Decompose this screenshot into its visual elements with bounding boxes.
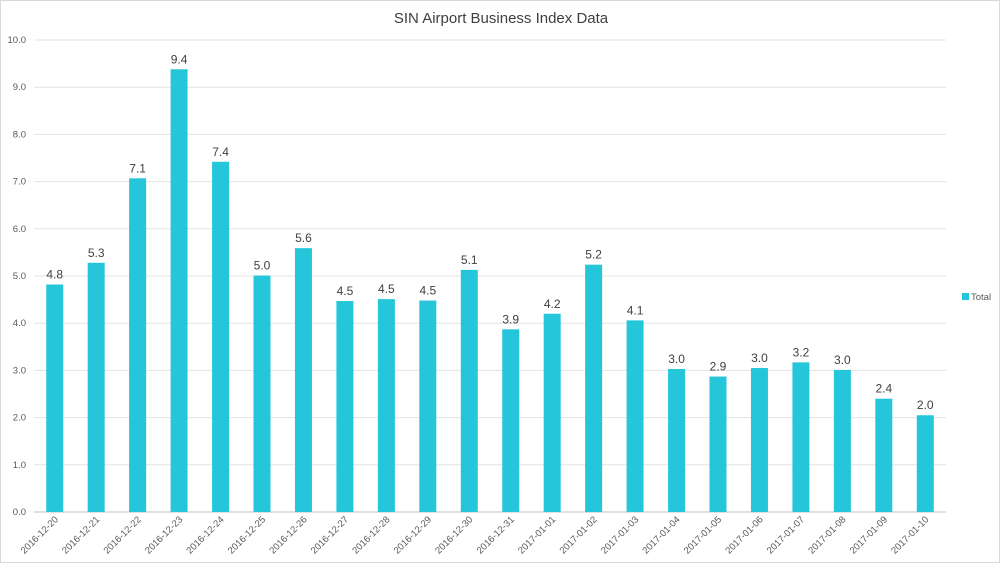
data-label-2017-01-05: 2.9 [710, 360, 727, 374]
data-label-2017-01-02: 5.2 [585, 248, 602, 262]
bar-2017-01-09 [875, 398, 893, 512]
bar-2017-01-02 [585, 264, 603, 512]
data-label-2017-01-06: 3.0 [751, 351, 768, 365]
x-tick-label: 2017-01-01 [516, 514, 558, 556]
y-tick-label: 4.0 [13, 318, 26, 329]
x-tick-label: 2016-12-25 [226, 514, 268, 556]
bar-2017-01-03 [626, 320, 644, 512]
data-label-2017-01-03: 4.1 [627, 303, 644, 317]
x-tick-label: 2016-12-20 [19, 514, 61, 556]
bar-2016-12-28 [377, 299, 395, 512]
bar-2016-12-25 [253, 275, 271, 512]
bar-2016-12-24 [212, 161, 230, 512]
x-tick-label: 2016-12-23 [143, 514, 185, 556]
data-label-2016-12-21: 5.3 [88, 246, 105, 260]
x-tick-label: 2017-01-08 [806, 514, 848, 556]
bar-2016-12-21 [87, 262, 105, 512]
bar-2016-12-29 [419, 300, 437, 512]
bar-2016-12-20 [46, 284, 64, 512]
data-label-2017-01-09: 2.4 [875, 382, 892, 396]
x-tick-label: 2017-01-07 [765, 514, 807, 556]
y-tick-label: 2.0 [13, 413, 26, 424]
data-label-2016-12-28: 4.5 [378, 282, 395, 296]
bar-2016-12-26 [294, 248, 312, 513]
y-tick-label: 1.0 [13, 460, 26, 471]
y-tick-label: 9.0 [13, 82, 26, 93]
data-label-2016-12-27: 4.5 [337, 284, 354, 298]
data-label-2017-01-08: 3.0 [834, 353, 851, 367]
bar-2017-01-08 [833, 369, 851, 512]
bar-2017-01-06 [750, 368, 768, 512]
x-tick-label: 2016-12-27 [309, 514, 351, 556]
data-label-2016-12-31: 3.9 [502, 312, 519, 326]
x-tick-label: 2016-12-26 [267, 514, 309, 556]
y-tick-label: 0.0 [13, 507, 26, 518]
y-tick-label: 10.0 [8, 35, 27, 46]
data-label-2017-01-07: 3.2 [793, 345, 810, 359]
x-tick-label: 2016-12-21 [60, 514, 102, 556]
data-label-2017-01-04: 3.0 [668, 352, 685, 366]
data-label-2017-01-01: 4.2 [544, 297, 561, 311]
data-labels: 4.8 5.3 7.1 9.4 7.4 5.0 5.6 4.5 4.5 4.5 5.1 3.9 4.2 5… [46, 52, 934, 412]
y-tick-label: 8.0 [13, 129, 26, 140]
legend-swatch-total [962, 293, 969, 300]
bars [46, 69, 934, 513]
bar-2017-01-10 [916, 415, 934, 512]
x-tick-label: 2016-12-29 [392, 514, 434, 556]
y-tick-label: 6.0 [13, 224, 26, 235]
x-tick-label: 2016-12-24 [185, 514, 227, 556]
x-tick-label: 2017-01-09 [848, 514, 890, 556]
bar-2017-01-04 [668, 368, 686, 512]
bar-2017-01-07 [792, 362, 810, 512]
x-axis-ticks: 2016-12-20 2016-12-21 2016-12-22 2016-12-23… [19, 514, 932, 556]
data-label-2016-12-20: 4.8 [46, 267, 63, 281]
bar-2017-01-05 [709, 376, 727, 512]
x-tick-label: 2017-01-04 [641, 514, 683, 556]
bar-2016-12-31 [502, 329, 520, 512]
legend-label-total: Total [971, 292, 991, 303]
x-tick-label: 2016-12-22 [102, 514, 144, 556]
data-label-2016-12-29: 4.5 [419, 284, 436, 298]
y-tick-label: 3.0 [13, 365, 26, 376]
x-tick-label: 2017-01-02 [558, 514, 600, 556]
x-tick-label: 2016-12-30 [433, 514, 475, 556]
data-label-2016-12-25: 5.0 [254, 259, 271, 273]
x-tick-label: 2017-01-03 [599, 514, 641, 556]
bar-2016-12-30 [460, 269, 478, 512]
y-tick-label: 5.0 [13, 271, 26, 282]
data-label-2016-12-23: 9.4 [171, 52, 188, 66]
y-tick-label: 7.0 [13, 177, 26, 188]
data-label-2016-12-26: 5.6 [295, 231, 312, 245]
bar-2016-12-23 [170, 69, 188, 512]
x-tick-label: 2016-12-31 [475, 514, 517, 556]
data-label-2017-01-10: 2.0 [917, 398, 934, 412]
data-label-2016-12-30: 5.1 [461, 253, 478, 267]
chart-title: SIN Airport Business Index Data [394, 10, 609, 27]
bar-2017-01-01 [543, 313, 561, 512]
x-tick-label: 2017-01-10 [889, 514, 931, 556]
x-tick-label: 2016-12-28 [350, 514, 392, 556]
data-label-2016-12-22: 7.1 [129, 161, 146, 175]
data-label-2016-12-24: 7.4 [212, 145, 229, 159]
bar-2016-12-22 [129, 178, 147, 512]
legend: Total [962, 292, 991, 303]
x-tick-label: 2017-01-06 [723, 514, 765, 556]
y-axis-ticks: 0.0 1.0 2.0 3.0 4.0 5.0 6.0 7.0 8.0 9.0 10.0 [8, 35, 27, 518]
bar-2016-12-27 [336, 301, 354, 512]
x-tick-label: 2017-01-05 [682, 514, 724, 556]
